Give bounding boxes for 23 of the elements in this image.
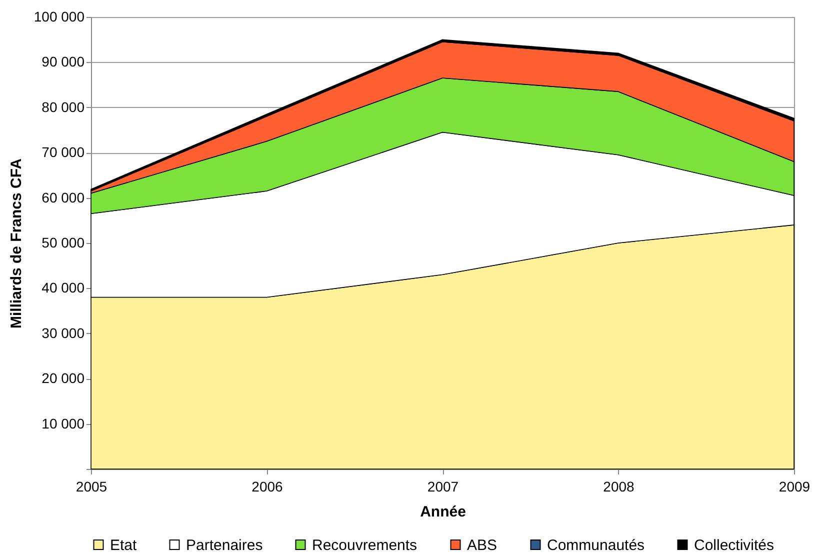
x-tick-label: 2007 [427,478,459,494]
y-tick-label: 70 000 [42,144,85,160]
legend-label: Partenaires [186,536,263,554]
y-tick-label: 30 000 [42,324,85,341]
x-tick-label: 2009 [778,478,810,494]
y-tick-label: 60 000 [42,189,85,206]
y-tick-label: 100 000 [34,8,85,24]
y-tick-label: 20 000 [42,370,85,386]
legend-label: Etat [110,536,138,554]
x-axis-title: Année [420,504,466,520]
x-tick-label: 2005 [76,478,108,494]
x-tick-label: 2006 [252,478,284,494]
legend-label: Recouvrements [312,536,418,554]
x-tick-label: 2008 [603,478,635,494]
y-axis-title: Milliards de Francs CFA [8,158,25,329]
y-tick-label: 80 000 [42,98,85,115]
y-tick-label: 50 000 [42,234,85,250]
y-tick-label: 90 000 [42,54,85,70]
legend-label: Collectivités [694,536,774,554]
legend-label: ABS [467,536,498,554]
y-tick-label: 10 000 [42,415,85,432]
legend-label: Communautés [547,536,645,554]
y-tick-label: 40 000 [42,280,85,296]
